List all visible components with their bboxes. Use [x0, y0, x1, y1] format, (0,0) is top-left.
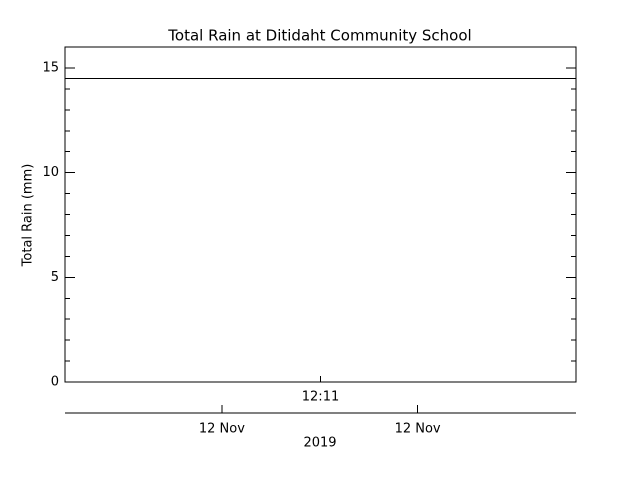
y-tick-label: 0 — [51, 375, 59, 390]
y-tick-label: 5 — [51, 270, 59, 285]
x-axis-label: 2019 — [303, 436, 336, 451]
date-tick-label: 12 Nov — [199, 422, 245, 437]
y-axis-label: Total Rain (mm) — [21, 164, 36, 268]
y-tick-label: 15 — [42, 60, 59, 75]
date-tick-label: 12 Nov — [395, 422, 441, 437]
x-tick-label: 12:11 — [302, 390, 339, 405]
y-tick-label: 10 — [42, 165, 59, 180]
chart-title: Total Rain at Ditidaht Community School — [167, 27, 471, 45]
